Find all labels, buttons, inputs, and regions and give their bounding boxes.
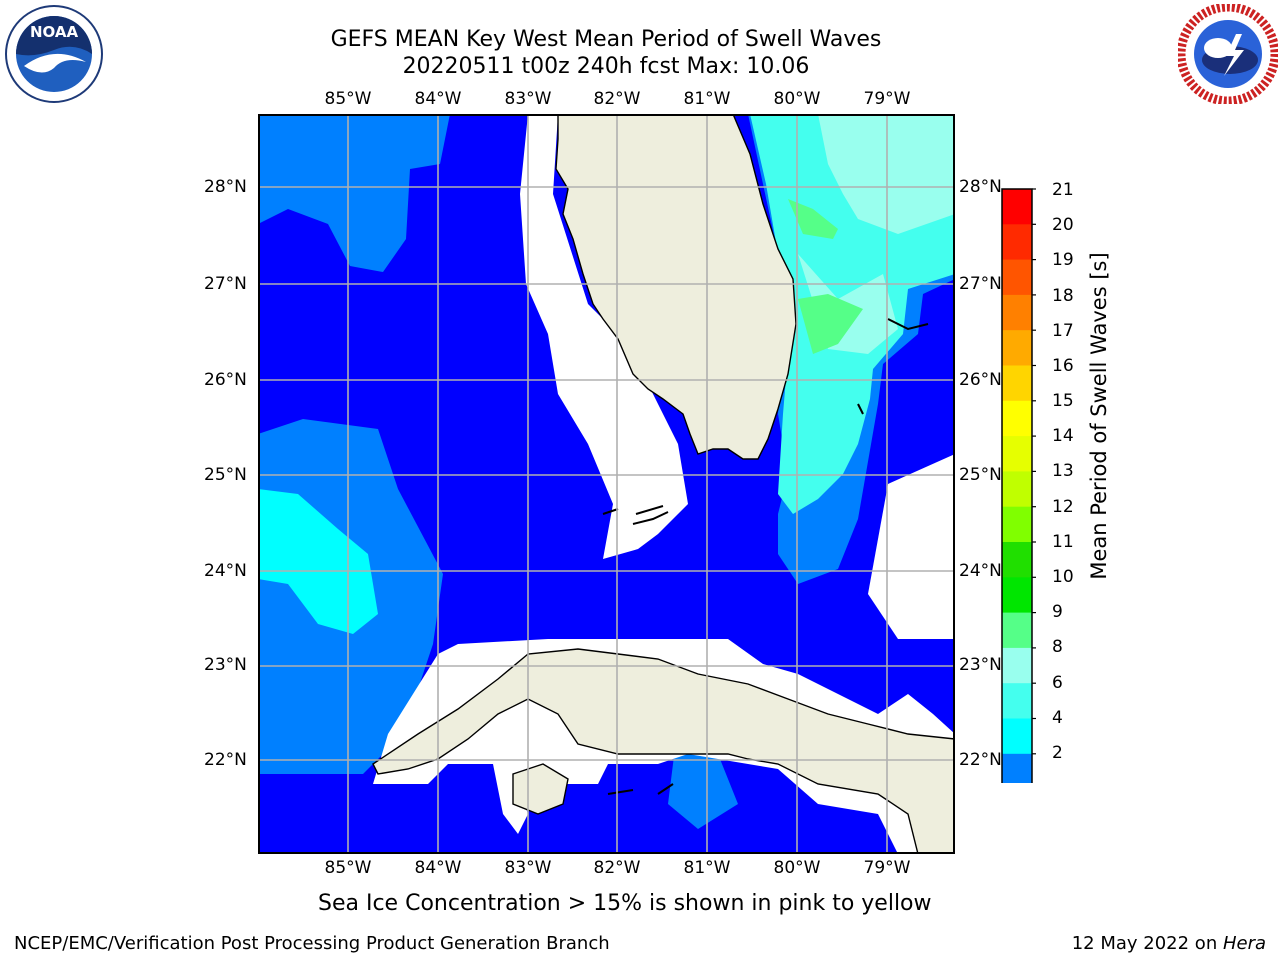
lat-label-left: 25°N: [204, 465, 247, 485]
colorbar-segment: [1002, 259, 1032, 296]
footer-credit: NCEP/EMC/Verification Post Processing Pr…: [14, 933, 610, 954]
colorbar-tick: 13: [1052, 461, 1074, 481]
lon-label-bottom: 79°W: [863, 858, 911, 878]
map-area[interactable]: [258, 114, 955, 854]
colorbar-tick: 9: [1052, 602, 1063, 622]
lat-label-left: 27°N: [204, 274, 247, 294]
colorbar-tick: 2: [1052, 743, 1063, 763]
colorbar-segment: [1002, 436, 1032, 472]
colorbar-tick: 17: [1052, 321, 1074, 341]
colorbar-tick: 6: [1052, 673, 1063, 693]
colorbar-tick: 19: [1052, 250, 1074, 270]
lat-label-left: 23°N: [204, 655, 247, 675]
lon-label-bottom: 82°W: [593, 858, 641, 878]
lat-label-right: 27°N: [959, 274, 1002, 294]
colorbar-segment: [1002, 365, 1032, 402]
colorbar-segment: [1002, 189, 1032, 225]
noaa-logo: NOAA: [4, 4, 104, 104]
lon-label-top: 81°W: [683, 89, 731, 109]
colorbar-segment: [1002, 506, 1032, 543]
colorbar-segment: [1002, 718, 1032, 755]
colorbar-segment: [1002, 542, 1032, 578]
colorbar-segment: [1002, 400, 1032, 437]
lat-label-left: 22°N: [204, 750, 247, 770]
colorbar-tick: 20: [1052, 215, 1074, 235]
lon-label-bottom: 80°W: [773, 858, 821, 878]
colorbar-label-wrap: Mean Period of Swell Waves [s]: [1086, 180, 1112, 652]
colorbar-tick: 16: [1052, 356, 1074, 376]
sea-ice-note: Sea Ice Concentration > 15% is shown in …: [318, 891, 932, 916]
lon-label-top: 80°W: [773, 89, 821, 109]
lon-label-bottom: 81°W: [683, 858, 731, 878]
colorbar-segment: [1002, 683, 1032, 720]
map-title: GEFS MEAN Key West Mean Period of Swell …: [330, 27, 882, 52]
nws-logo: [1176, 2, 1280, 106]
lat-label-right: 26°N: [959, 370, 1002, 390]
lat-label-right: 24°N: [959, 561, 1002, 581]
colorbar-frame: [1001, 188, 1033, 783]
colorbar-label: Mean Period of Swell Waves [s]: [1087, 252, 1111, 580]
lat-label-left: 24°N: [204, 561, 247, 581]
map-frame: [258, 114, 955, 854]
colorbar-tick: 4: [1052, 708, 1063, 728]
footer-machine: Hera: [1222, 933, 1266, 954]
footer-date: 12 May 2022 on Hera: [1072, 933, 1266, 954]
footer-date-text: 12 May 2022 on: [1071, 933, 1223, 954]
lat-label-left: 28°N: [204, 177, 247, 197]
islands: [602, 318, 929, 795]
lon-label-top: 82°W: [593, 89, 641, 109]
colorbar-segment: [1002, 224, 1032, 261]
noaa-logo-text: NOAA: [30, 23, 79, 41]
colorbar-tick: 11: [1052, 532, 1074, 552]
colorbar-tick: 21: [1052, 180, 1074, 200]
lon-label-bottom: 85°W: [324, 858, 372, 878]
lon-label-top: 79°W: [863, 89, 911, 109]
map-subtitle: 20220511 t00z 240h fcst Max: 10.06: [402, 54, 810, 79]
colorbar-segment: [1002, 330, 1032, 367]
lat-label-right: 22°N: [959, 750, 1002, 770]
colorbar-segment: [1002, 612, 1032, 649]
colorbar-segment: [1002, 753, 1032, 783]
colorbar-segment: [1002, 577, 1032, 614]
lat-label-left: 26°N: [204, 370, 247, 390]
colorbar-tick: 18: [1052, 286, 1074, 306]
lon-label-bottom: 84°W: [414, 858, 462, 878]
colorbar-tick: 15: [1052, 391, 1074, 411]
lon-label-top: 83°W: [504, 89, 552, 109]
lon-label-top: 84°W: [414, 89, 462, 109]
colorbar-segment: [1002, 294, 1032, 331]
colorbar-segment: [1002, 647, 1032, 684]
lat-label-right: 25°N: [959, 465, 1002, 485]
colorbar-tick: 10: [1052, 567, 1074, 587]
colorbar-tick: 14: [1052, 426, 1074, 446]
lat-label-right: 23°N: [959, 655, 1002, 675]
land: [372, 114, 955, 854]
lon-label-top: 85°W: [324, 89, 372, 109]
colorbar-segment: [1002, 471, 1032, 508]
colorbar-tick: 12: [1052, 497, 1074, 517]
lon-label-bottom: 83°W: [504, 858, 552, 878]
lat-label-right: 28°N: [959, 177, 1002, 197]
colorbar: [1000, 187, 1036, 783]
swell-contours: [258, 114, 955, 829]
colorbar-tick: 8: [1052, 637, 1063, 657]
gridlines: [258, 114, 955, 854]
